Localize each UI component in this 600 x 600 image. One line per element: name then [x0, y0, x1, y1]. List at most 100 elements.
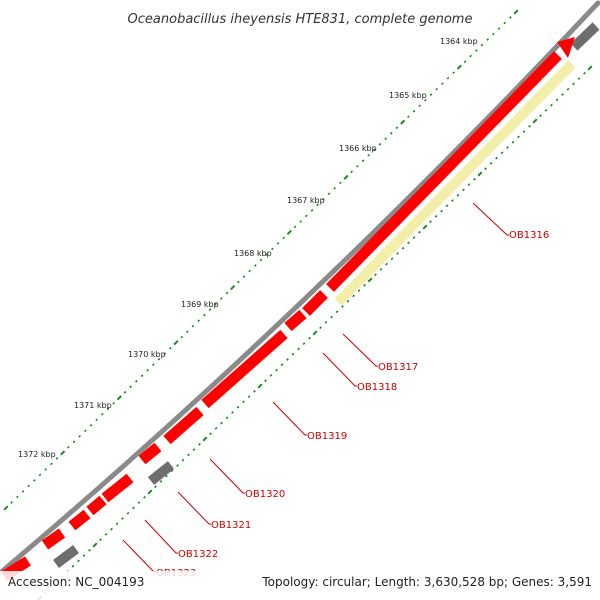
ruler-outer-tick [191, 324, 195, 328]
ruler-outer-tick [27, 484, 30, 488]
ruler-outer-tick [456, 64, 462, 70]
gene-label-ob1316: OB1316 [509, 230, 549, 241]
ruler-inner-tick [143, 495, 146, 499]
ruler-outer-tick [475, 49, 478, 52]
ruler-inner-tick [121, 517, 124, 520]
ruler-inner-tick [110, 527, 113, 531]
ruler-inner-tick [247, 395, 251, 398]
ruler-outer-tick [123, 390, 127, 394]
ruler-inner-tick [264, 379, 267, 383]
ruler-inner-tick [418, 230, 421, 234]
ruler-outer-tick [322, 198, 325, 201]
ruler-inner-tick [587, 65, 593, 71]
ruler-outer-tick [378, 142, 382, 146]
ruler-outer-tick [186, 330, 189, 333]
ruler-inner-tick [202, 436, 208, 442]
ruler-inner-tick [467, 183, 471, 186]
ruler-outer-tick [89, 424, 93, 427]
ruler-outer-tick [276, 242, 280, 245]
ruler-outer-ticks [3, 9, 519, 511]
ruler-inner-tick [550, 103, 553, 107]
ruler-label-1369: 1369 kbp [181, 300, 219, 309]
cds-arrow [86, 495, 107, 516]
cds-arrow-head [557, 37, 575, 58]
ruler-inner-tick [297, 347, 300, 351]
ruler-inner-tick [154, 485, 157, 489]
ruler-outer-tick [395, 126, 399, 130]
ruler-label-1372: 1372 kbp [18, 450, 56, 459]
ruler-inner-tick [192, 448, 196, 451]
ruler-outer-tick [101, 412, 104, 416]
ruler-inner-tick [286, 358, 289, 361]
gray-feature [147, 461, 175, 485]
ruler-inner-tick [71, 564, 75, 568]
ruler-inner-tick [577, 77, 581, 80]
ruler-inner-tick [126, 511, 130, 515]
gene-labels: OB1316 OB1317 OB1318 OB1319 OB1320 OB132… [122, 202, 549, 579]
ruler-outer-tick [21, 490, 25, 493]
ruler-outer-tick [254, 264, 257, 267]
ruler-outer-tick [163, 352, 166, 356]
ruler-outer-tick [299, 220, 302, 223]
ruler-outer-tick [509, 16, 512, 19]
ruler-inner-tick [291, 352, 295, 356]
accession-label: Accession: NC_004193 [8, 575, 144, 589]
ruler-outer-tick [503, 21, 506, 25]
ruler-inner-tick [257, 383, 263, 389]
ruler-inner-tick [352, 294, 355, 298]
gene-label-ob1321: OB1321 [211, 520, 251, 531]
ruler-outer-tick [38, 473, 42, 477]
gene-leader-line [122, 539, 156, 573]
ruler-outer-tick [513, 9, 519, 15]
ruler-inner-tick [132, 506, 135, 510]
ruler-outer-tick [230, 284, 236, 291]
ruler-outer-tick [220, 297, 223, 300]
ruler-inner-tick [99, 538, 102, 542]
gene-label-ob1319: OB1319 [307, 431, 347, 442]
ruler-outer-tick [33, 479, 36, 482]
ruler-outer-tick [237, 280, 240, 284]
ruler-outer-tick [339, 181, 342, 185]
ruler-inner-tick [440, 209, 443, 213]
ruler-inner-tick [231, 411, 234, 414]
ruler-inner-tick [506, 146, 509, 149]
topology-label: Topology: circular; Length: 3,630,528 bp… [261, 575, 592, 589]
ruler-outer-tick [286, 229, 292, 236]
ruler-label-1367: 1367 kbp [287, 196, 325, 205]
ruler-inner-tick [434, 215, 438, 218]
ruler-outer-tick [271, 247, 274, 251]
ruler-label-1365: 1365 kbp [389, 91, 427, 100]
ruler-outer-tick [333, 187, 336, 190]
ruler-outer-tick [310, 209, 314, 212]
ruler-outer-tick [146, 368, 149, 372]
ruler-outer-tick [67, 446, 70, 449]
ruler-outer-tick [135, 379, 138, 383]
gray-feature [53, 545, 79, 568]
ruler-inner-tick [236, 405, 240, 409]
ruler-inner-tick [532, 118, 538, 124]
ruler-outer-tick [356, 164, 359, 168]
ruler-outer-tick [373, 148, 376, 152]
ruler-inner-tick [412, 236, 416, 239]
ruler-outer-tick [293, 225, 297, 229]
ruler-inner-tick [181, 458, 185, 462]
ruler-label-1368: 1368 kbp [234, 249, 272, 258]
cds-arrow [68, 509, 91, 531]
ruler-inner-tick [495, 156, 498, 160]
ruler-outer-tick [173, 340, 179, 346]
gene-leader-line [272, 401, 307, 436]
ruler-inner-tick [489, 162, 493, 165]
cds-arrow [138, 442, 162, 465]
ruler-inner-tick [165, 474, 168, 478]
ruler-inner-tick [214, 427, 218, 430]
ruler-outer-tick [95, 418, 98, 422]
ruler-outer-tick [10, 501, 13, 504]
ruler-outer-tick [492, 32, 495, 36]
ruler-inner-tick [198, 442, 201, 446]
ruler-inner-tick [187, 453, 190, 457]
ruler-inner-tick [561, 93, 564, 96]
ruler-inner-tick [522, 130, 526, 133]
ruler-inner-tick [341, 305, 344, 308]
ruler-inner-tick [385, 262, 388, 266]
ruler-outer-tick [72, 440, 76, 444]
